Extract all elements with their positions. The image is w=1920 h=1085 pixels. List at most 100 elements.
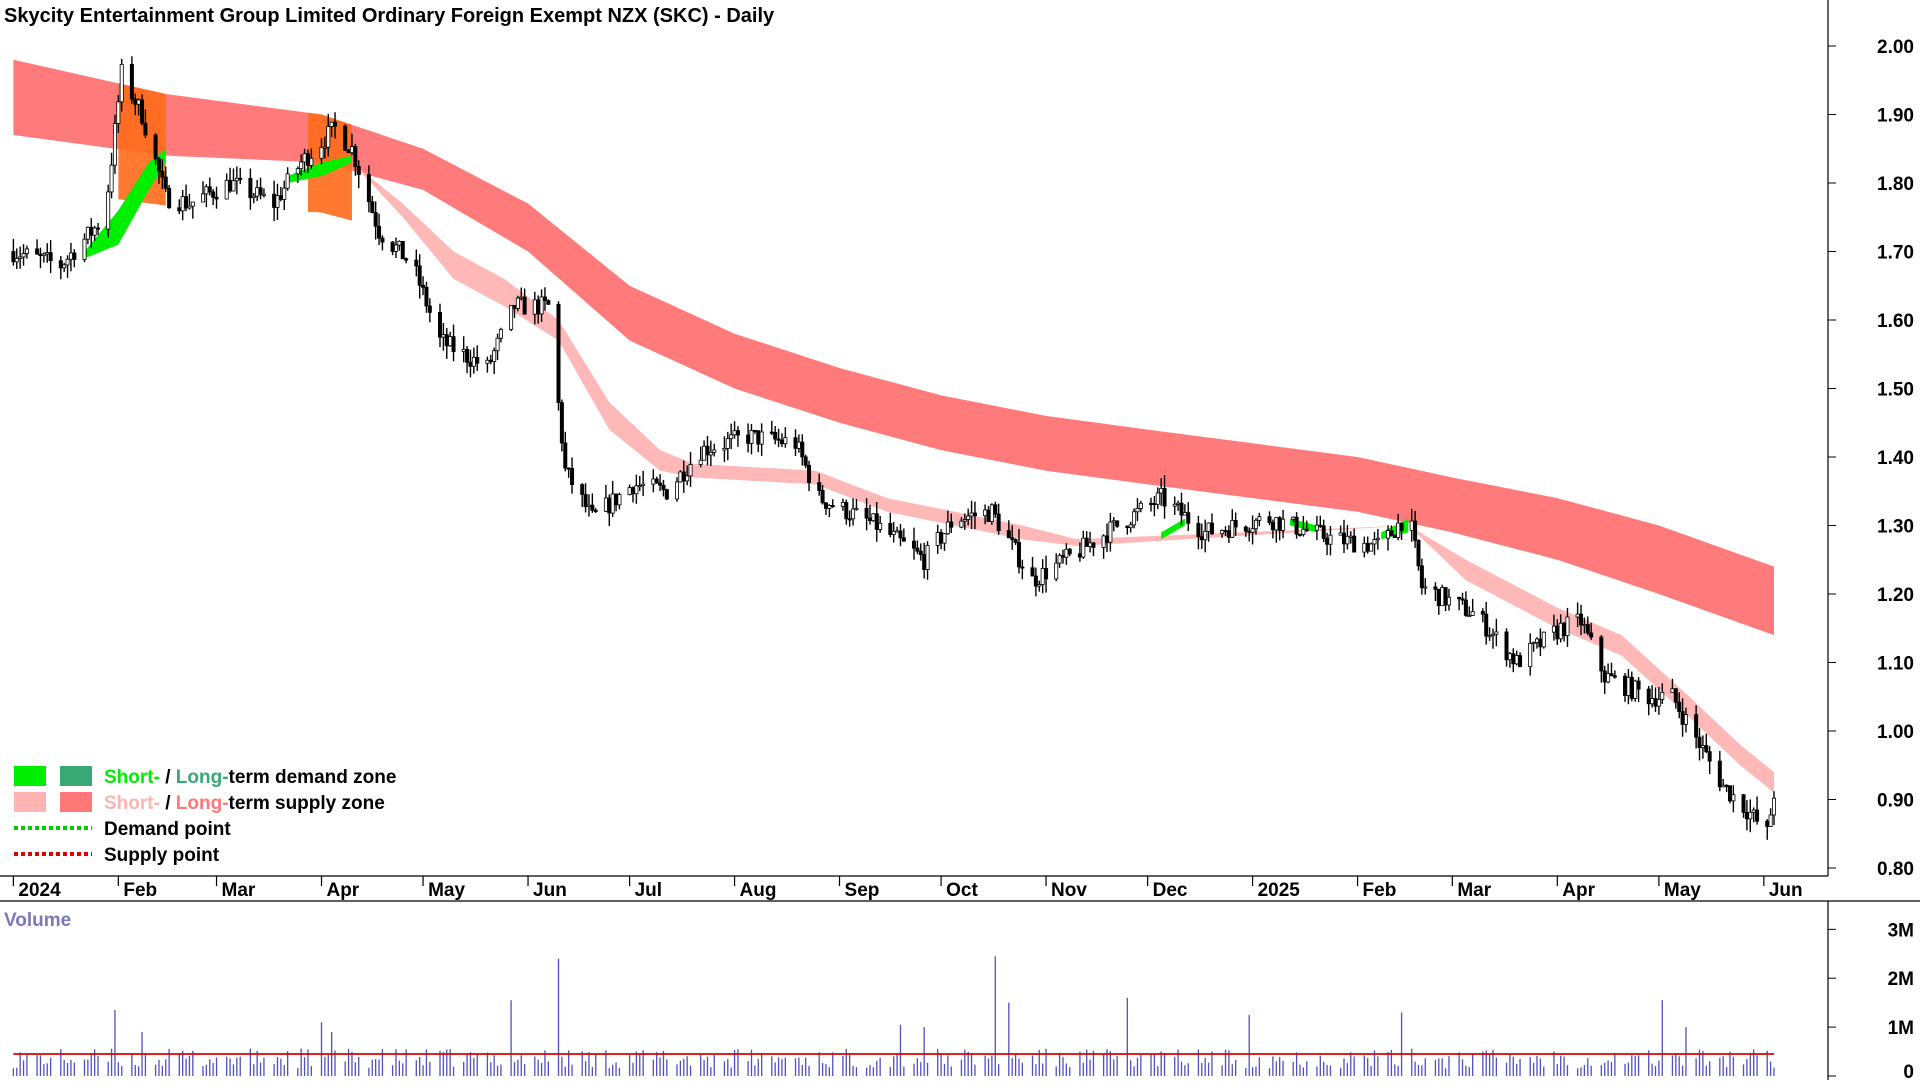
candle xyxy=(1697,727,1702,761)
candle xyxy=(1463,591,1468,617)
candle xyxy=(1267,511,1272,526)
candle xyxy=(1565,607,1570,647)
legend-swatch-long xyxy=(60,792,92,812)
legend-swatch-short xyxy=(14,766,46,786)
candle xyxy=(465,346,470,374)
candle xyxy=(207,177,212,196)
candle xyxy=(238,167,243,185)
x-tick-label: Mar xyxy=(222,880,256,901)
candle xyxy=(1741,793,1746,818)
candle xyxy=(729,423,734,450)
candle xyxy=(807,460,812,492)
candle xyxy=(295,166,300,183)
candle xyxy=(424,281,429,313)
candle xyxy=(637,475,642,492)
candle xyxy=(1446,588,1451,611)
candle xyxy=(1084,531,1089,547)
candle xyxy=(1345,524,1350,550)
candle xyxy=(1731,785,1736,813)
candle xyxy=(1416,539,1421,571)
candle xyxy=(1281,509,1286,539)
candle xyxy=(773,426,778,445)
candle xyxy=(1457,596,1462,611)
volume-tick-label: 3M xyxy=(1888,920,1914,941)
candle xyxy=(1541,631,1546,649)
candle xyxy=(1656,686,1661,715)
candle xyxy=(803,454,808,469)
candle xyxy=(200,181,205,203)
candle xyxy=(1646,685,1651,716)
candle xyxy=(1044,555,1049,593)
candle xyxy=(1128,521,1133,533)
candle xyxy=(678,470,683,483)
candle xyxy=(515,295,520,312)
candle xyxy=(1518,652,1523,668)
candle xyxy=(475,345,480,371)
candle xyxy=(1196,515,1201,550)
candle xyxy=(817,473,822,496)
candle xyxy=(1203,519,1208,553)
y-tick-label: 1.50 xyxy=(1877,380,1914,401)
candle xyxy=(1717,750,1722,792)
candle xyxy=(377,213,382,246)
candle xyxy=(783,427,788,448)
candle xyxy=(414,249,419,277)
candle xyxy=(844,499,849,525)
candle xyxy=(847,510,852,527)
candle xyxy=(404,257,409,264)
candle xyxy=(58,256,63,280)
candle xyxy=(878,515,883,533)
candle xyxy=(167,184,172,209)
candle xyxy=(1138,500,1143,513)
candle xyxy=(593,508,598,513)
candle xyxy=(1599,635,1604,683)
candle xyxy=(559,399,564,452)
candle xyxy=(1016,528,1021,574)
candle xyxy=(1470,598,1475,616)
candle xyxy=(1108,512,1113,552)
volume-tick-label: 0 xyxy=(1903,1062,1914,1080)
candle xyxy=(712,443,717,457)
x-tick-label: Aug xyxy=(740,880,777,901)
y-tick-label: 1.90 xyxy=(1877,106,1914,127)
volume-label: Volume xyxy=(4,910,71,931)
candle xyxy=(989,503,994,525)
candle xyxy=(542,287,547,311)
candle xyxy=(705,435,710,466)
candle xyxy=(1399,522,1404,540)
candle xyxy=(871,513,876,523)
x-tick-label: 2025 xyxy=(1258,880,1301,901)
candle xyxy=(1660,683,1665,705)
candle xyxy=(1135,498,1140,522)
candle xyxy=(129,56,134,104)
candle xyxy=(1013,538,1018,545)
x-tick-label: Jun xyxy=(533,880,567,901)
candle xyxy=(1589,622,1594,640)
candle xyxy=(400,240,405,260)
candle xyxy=(187,193,192,210)
candle xyxy=(1321,519,1326,543)
candle xyxy=(35,239,40,255)
candle xyxy=(18,246,23,269)
candle xyxy=(556,301,561,411)
candle xyxy=(1010,525,1015,550)
candle xyxy=(925,541,930,580)
candle xyxy=(708,440,713,467)
candle xyxy=(1020,559,1025,580)
candle xyxy=(1186,502,1191,532)
x-tick-label: 2024 xyxy=(18,880,61,901)
candle xyxy=(1579,604,1584,636)
candle xyxy=(1609,662,1614,677)
candle xyxy=(251,192,256,204)
candle xyxy=(112,114,117,174)
legend: Short- / Long-term demand zone Short- / L… xyxy=(14,766,396,866)
candle xyxy=(92,225,97,241)
volume-tick-label: 2M xyxy=(1888,969,1914,990)
candle xyxy=(851,498,856,526)
candle xyxy=(366,165,371,213)
candle xyxy=(156,156,161,184)
candle xyxy=(1504,628,1509,667)
candle xyxy=(319,138,324,165)
candle xyxy=(1233,512,1238,536)
